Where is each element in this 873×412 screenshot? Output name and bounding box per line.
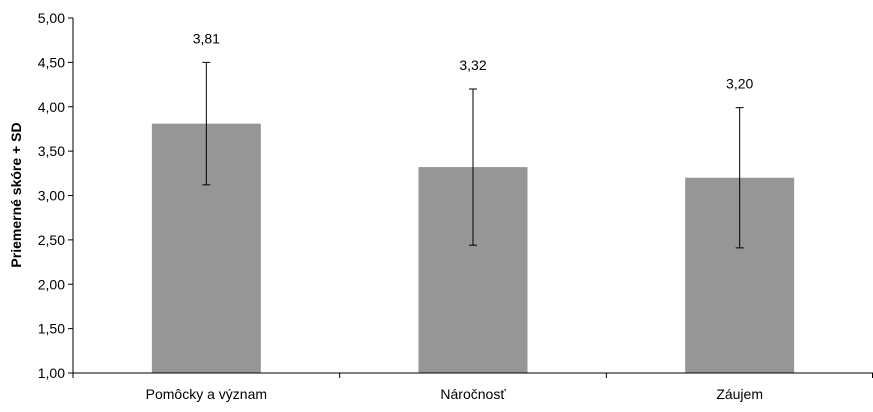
- y-tick-label: 4,50: [38, 54, 65, 70]
- value-label: 3,32: [459, 57, 486, 73]
- y-axis-ticks: 1,00 1,50 2,00 2,50 3,00 3,50 4,00 4,50 5,00: [38, 10, 73, 381]
- y-tick-label: 3,50: [38, 143, 65, 159]
- y-tick-label: 3,00: [38, 188, 65, 204]
- y-tick-label: 2,00: [38, 276, 65, 292]
- x-tick-label: Náročnosť: [440, 386, 506, 402]
- value-label: 3,81: [193, 30, 220, 46]
- y-axis-label: Priemerné skóre + SD: [8, 122, 24, 267]
- x-tick-label: Pomôcky a význam: [146, 386, 267, 402]
- x-axis-ticks: Pomôcky a význam Náročnosť Záujem: [72, 373, 873, 402]
- y-tick-label: 2,50: [38, 232, 65, 248]
- y-tick-label: 1,00: [38, 365, 65, 381]
- y-tick-label: 5,00: [38, 10, 65, 26]
- y-tick-label: 4,00: [38, 99, 65, 115]
- axes: [72, 18, 873, 374]
- y-tick-label: 1,50: [38, 321, 65, 337]
- x-tick-label: Záujem: [716, 386, 763, 402]
- error-bars: [202, 61, 744, 249]
- value-label: 3,20: [726, 76, 753, 92]
- data-labels: 3,81 3,32 3,20: [193, 30, 754, 91]
